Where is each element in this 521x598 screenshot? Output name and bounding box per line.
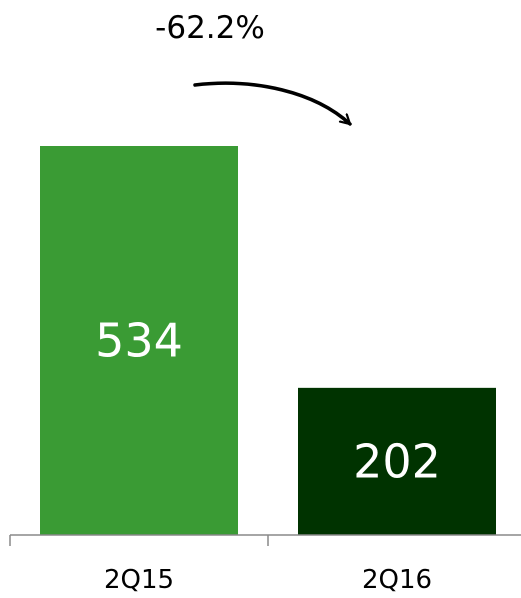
- x-tick-label-2q16: 2Q16: [362, 565, 432, 595]
- bar-2q15: [40, 146, 238, 535]
- x-axis-ticks: [9, 535, 269, 546]
- bar-value-label-2q16: 202: [353, 434, 441, 488]
- decrease-arrow-icon: [193, 81, 352, 126]
- bar-group: [40, 146, 496, 535]
- x-axis-tick-labels: 2Q15 2Q16: [104, 565, 432, 595]
- bar-2q16: [298, 387, 496, 535]
- percent-change-label: -62.2%: [155, 10, 265, 46]
- bar-value-labels: 534 202: [95, 314, 441, 489]
- x-tick-label-2q15: 2Q15: [104, 565, 174, 595]
- bar-value-label-2q15: 534: [95, 314, 183, 368]
